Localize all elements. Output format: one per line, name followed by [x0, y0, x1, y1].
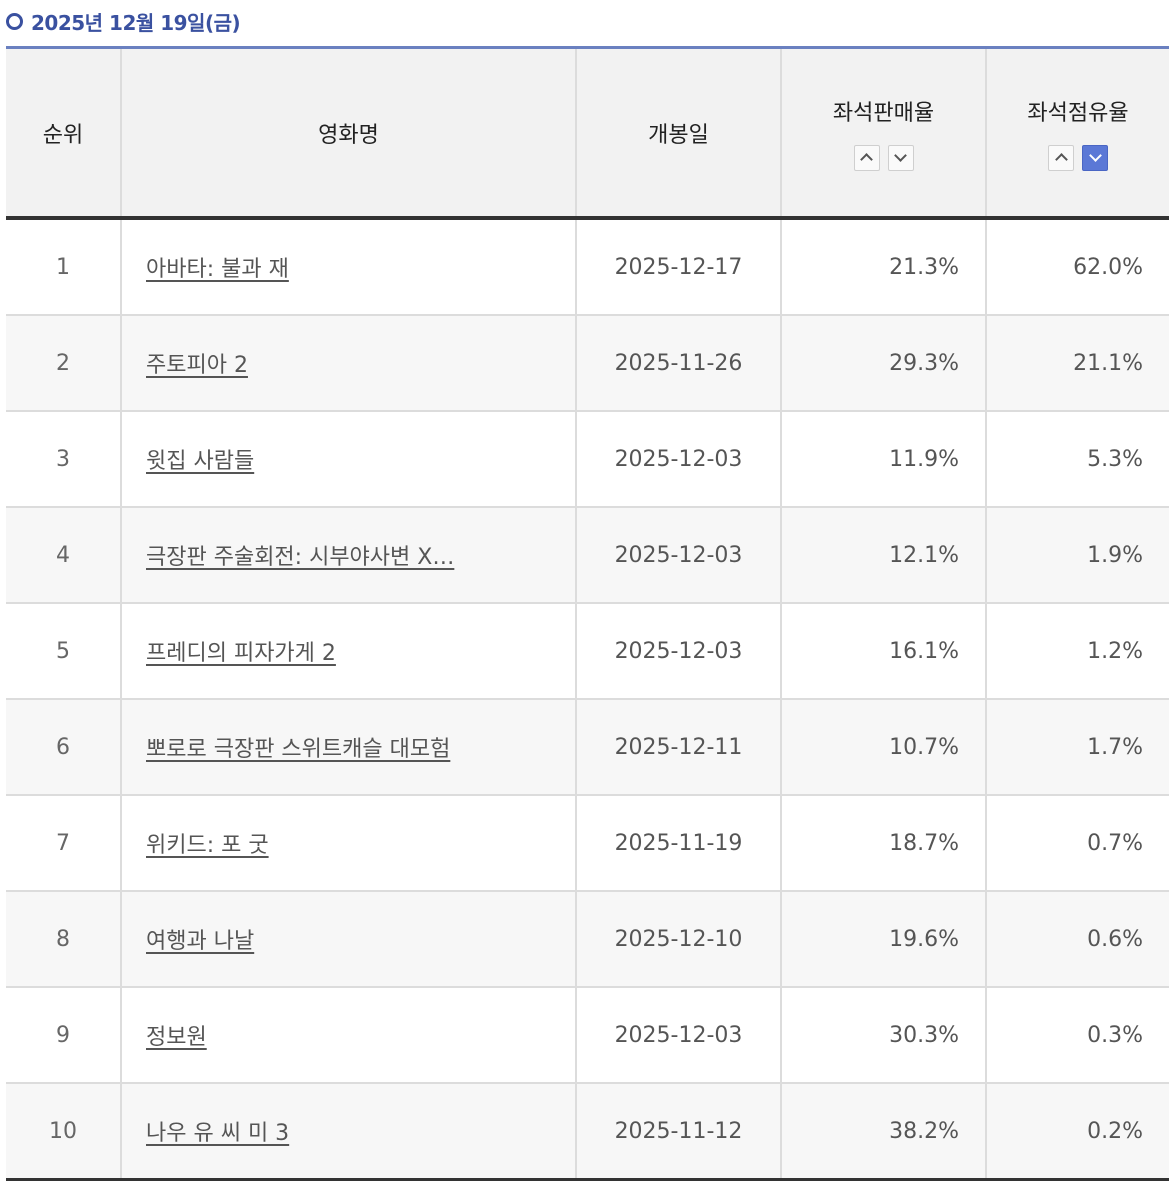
seat-sales-rate-cell: 12.1%	[780, 507, 986, 604]
rank-cell: 4	[6, 507, 121, 604]
rank-cell: 9	[6, 987, 121, 1084]
open-date-cell: 2025-11-19	[575, 795, 781, 892]
table-header-row: 순위 영화명 개봉일 좌석판매율 좌석점유율	[6, 49, 1169, 220]
title-cell: 위키드: 포 굿	[120, 795, 576, 892]
seat-share-rate-cell: 1.2%	[985, 603, 1169, 700]
chevron-down-icon	[1088, 149, 1102, 162]
table-row: 5 프레디의 피자가게 2 2025-12-03 16.1% 1.2%	[6, 603, 1169, 700]
seat-share-sort-asc-button[interactable]	[1048, 144, 1074, 171]
movie-title-link[interactable]: 정보원	[146, 1025, 207, 1050]
table-row: 10 나우 유 씨 미 3 2025-11-12 38.2% 0.2%	[6, 1083, 1169, 1181]
movie-title-link[interactable]: 프레디의 피자가게 2	[146, 641, 336, 666]
table-row: 9 정보원 2025-12-03 30.3% 0.3%	[6, 987, 1169, 1084]
circle-bullet-icon	[6, 12, 23, 30]
table-row: 4 극장판 주술회전: 시부야사변 X… 2025-12-03 12.1% 1.9%	[6, 507, 1169, 604]
table-row: 2 주토피아 2 2025-11-26 29.3% 21.1%	[6, 315, 1169, 412]
seat-sales-sort-controls	[783, 144, 984, 171]
title-cell: 정보원	[120, 987, 576, 1084]
date-heading-text: 2025년 12월 19일(금)	[31, 10, 241, 35]
open-date-cell: 2025-12-17	[575, 218, 781, 316]
rank-cell: 5	[6, 603, 121, 700]
table-row: 8 여행과 나날 2025-12-10 19.6% 0.6%	[6, 891, 1169, 988]
movie-title-link[interactable]: 아바타: 불과 재	[146, 257, 289, 282]
seat-share-sort-desc-button[interactable]	[1082, 144, 1108, 171]
movie-title-link[interactable]: 주토피아 2	[146, 353, 248, 378]
seat-share-sort-controls	[988, 144, 1168, 171]
seat-share-rate-cell: 21.1%	[985, 315, 1169, 412]
rank-cell: 6	[6, 699, 121, 796]
seat-sales-rate-cell: 38.2%	[780, 1083, 986, 1181]
title-cell: 주토피아 2	[120, 315, 576, 412]
open-date-cell: 2025-12-03	[575, 987, 781, 1084]
seat-share-rate-cell: 0.7%	[985, 795, 1169, 892]
chevron-up-icon	[860, 153, 873, 166]
open-date-cell: 2025-12-03	[575, 411, 781, 508]
seat-sales-sort-desc-button[interactable]	[887, 144, 914, 171]
seat-share-rate-cell: 1.7%	[985, 699, 1169, 796]
title-cell: 나우 유 씨 미 3	[120, 1083, 576, 1181]
seat-share-rate-cell: 0.2%	[985, 1083, 1169, 1181]
title-cell: 윗집 사람들	[120, 411, 576, 508]
table-body: 1 아바타: 불과 재 2025-12-17 21.3% 62.0% 2 주토피아 2 202…	[6, 218, 1169, 1181]
rank-cell: 2	[6, 315, 121, 412]
title-cell: 아바타: 불과 재	[120, 218, 576, 316]
open-date-cell: 2025-12-10	[575, 891, 781, 988]
seat-share-rate-cell: 5.3%	[985, 411, 1169, 508]
seat-sales-rate-cell: 30.3%	[780, 987, 986, 1084]
header-seat-sales-rate: 좌석판매율	[780, 49, 986, 220]
rank-cell: 1	[6, 218, 121, 316]
rank-cell: 10	[6, 1083, 121, 1181]
chevron-down-icon	[894, 149, 907, 162]
open-date-cell: 2025-12-03	[575, 603, 781, 700]
open-date-cell: 2025-12-03	[575, 507, 781, 604]
box-office-table: 순위 영화명 개봉일 좌석판매율 좌석점유율	[6, 49, 1169, 1181]
header-seat-share-rate: 좌석점유율	[985, 49, 1169, 220]
title-cell: 뽀로로 극장판 스위트캐슬 대모험	[120, 699, 576, 796]
open-date-cell: 2025-11-26	[575, 315, 781, 412]
seat-sales-rate-cell: 18.7%	[780, 795, 986, 892]
movie-title-link[interactable]: 극장판 주술회전: 시부야사변 X…	[146, 545, 455, 570]
title-cell: 프레디의 피자가게 2	[120, 603, 576, 700]
movie-title-link[interactable]: 나우 유 씨 미 3	[146, 1121, 290, 1146]
seat-sales-rate-cell: 10.7%	[780, 699, 986, 796]
movie-title-link[interactable]: 윗집 사람들	[146, 449, 255, 474]
open-date-cell: 2025-12-11	[575, 699, 781, 796]
table-row: 3 윗집 사람들 2025-12-03 11.9% 5.3%	[6, 411, 1169, 508]
rank-cell: 8	[6, 891, 121, 988]
header-seat-share-rate-label: 좌석점유율	[1027, 100, 1129, 126]
seat-sales-rate-cell: 19.6%	[780, 891, 986, 988]
title-cell: 여행과 나날	[120, 891, 576, 988]
date-heading: 2025년 12월 19일(금)	[6, 6, 241, 36]
seat-share-rate-cell: 0.6%	[985, 891, 1169, 988]
header-title: 영화명	[120, 49, 576, 220]
movie-title-link[interactable]: 여행과 나날	[146, 929, 255, 954]
open-date-cell: 2025-11-12	[575, 1083, 781, 1181]
header-open-date: 개봉일	[575, 49, 781, 220]
movie-title-link[interactable]: 위키드: 포 굿	[146, 833, 269, 858]
seat-sales-sort-asc-button[interactable]	[853, 144, 880, 171]
table-row: 6 뽀로로 극장판 스위트캐슬 대모험 2025-12-11 10.7% 1.7%	[6, 699, 1169, 796]
seat-sales-rate-cell: 16.1%	[780, 603, 986, 700]
rank-cell: 7	[6, 795, 121, 892]
seat-sales-rate-cell: 11.9%	[780, 411, 986, 508]
chevron-up-icon	[1054, 153, 1068, 166]
rank-cell: 3	[6, 411, 121, 508]
title-cell: 극장판 주술회전: 시부야사변 X…	[120, 507, 576, 604]
table-row: 7 위키드: 포 굿 2025-11-19 18.7% 0.7%	[6, 795, 1169, 892]
table-row: 1 아바타: 불과 재 2025-12-17 21.3% 62.0%	[6, 218, 1169, 316]
movie-title-link[interactable]: 뽀로로 극장판 스위트캐슬 대모험	[146, 737, 451, 762]
header-seat-sales-rate-label: 좌석판매율	[832, 100, 935, 126]
header-rank: 순위	[6, 49, 121, 220]
seat-sales-rate-cell: 29.3%	[780, 315, 986, 412]
seat-share-rate-cell: 62.0%	[985, 218, 1169, 316]
seat-sales-rate-cell: 21.3%	[780, 218, 986, 316]
box-office-table-wrap: 순위 영화명 개봉일 좌석판매율 좌석점유율	[6, 46, 1169, 1181]
seat-share-rate-cell: 1.9%	[985, 507, 1169, 604]
seat-share-rate-cell: 0.3%	[985, 987, 1169, 1084]
